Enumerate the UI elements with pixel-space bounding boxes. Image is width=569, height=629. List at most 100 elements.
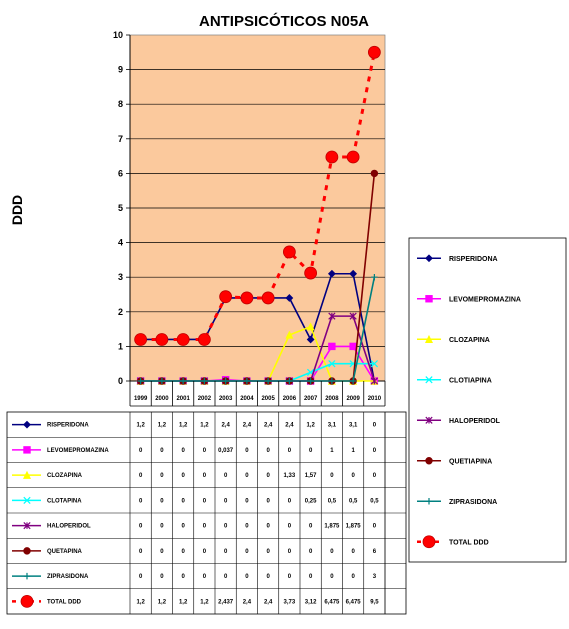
- data-table-cell: 2,4: [221, 423, 230, 429]
- legend-marker: [425, 498, 433, 505]
- data-point: [371, 274, 378, 281]
- data-table-cell: 0: [309, 549, 313, 555]
- series-total-ddd: [134, 45, 381, 346]
- data-point: [306, 335, 315, 344]
- data-table-cell: 0: [245, 574, 249, 580]
- data-table-cell: 0: [181, 448, 185, 454]
- data-table-row-label: TOTAL DDD: [47, 599, 82, 605]
- legend-marker: [425, 295, 433, 303]
- data-table-cell: 0: [224, 574, 228, 580]
- x-tick-label: 2003: [219, 396, 233, 402]
- x-tick-label: 2004: [240, 396, 254, 402]
- data-table-cell: 0: [203, 473, 207, 479]
- data-point: [328, 312, 336, 320]
- data-point: [137, 377, 144, 385]
- y-tick-label: 9: [118, 65, 123, 75]
- legend: RISPERIDONA LEVOMEPROMAZINA CLOZAPINA CLOTI…: [408, 237, 567, 563]
- data-table-cell: 0: [181, 473, 185, 479]
- data-table-cell: 1,875: [346, 524, 362, 530]
- legend-label: CLOZAPINA: [449, 337, 490, 344]
- data-point: [261, 291, 275, 305]
- data-table-cell: 6,475: [346, 599, 362, 605]
- data-table-swatch-marker: [23, 547, 31, 555]
- data-table-cell: 1: [351, 448, 355, 454]
- legend-label: QUETIAPINA: [449, 458, 492, 465]
- data-table-cell: 0: [351, 574, 355, 580]
- legend-label: RISPERIDONA: [449, 256, 498, 263]
- y-tick-label: 5: [118, 203, 123, 213]
- data-point: [367, 45, 381, 59]
- data-table-row-label: ZIPRASIDONA: [47, 574, 89, 580]
- data-point: [282, 245, 296, 259]
- legend-entry: QUETIAPINA: [417, 457, 492, 465]
- data-point: [306, 322, 315, 331]
- data-table-cell: 6,475: [324, 599, 340, 605]
- data-point: [325, 150, 339, 164]
- data-table-cell: 0: [139, 524, 143, 530]
- data-point: [327, 269, 336, 278]
- legend-entry: LEVOMEPROMAZINA: [417, 295, 521, 303]
- legend-label: HALOPERIDOL: [449, 418, 501, 425]
- data-table-cell: 0: [245, 524, 249, 530]
- legend-entry: ZIPRASIDONA: [417, 498, 497, 506]
- data-table-cell: 0: [309, 524, 313, 530]
- x-tick-label: 2000: [155, 396, 169, 402]
- data-point: [328, 342, 336, 351]
- data-table-cell: 0: [266, 549, 270, 555]
- data-table-cell: 0: [266, 473, 270, 479]
- data-table-cell: 3,73: [284, 599, 296, 605]
- data-table-cell: 0: [160, 448, 164, 454]
- legend-marker: [422, 535, 436, 549]
- data-table-cell: 1,57: [305, 473, 317, 479]
- data-table-cell: 0: [181, 498, 185, 504]
- data-table-row-label: CLOTAPINA: [47, 498, 82, 504]
- data-table-cell: 1,2: [179, 423, 188, 429]
- data-table-cell: 0,25: [305, 498, 317, 504]
- data-table-cell: 0: [160, 574, 164, 580]
- data-table-cell: 1,2: [200, 599, 209, 605]
- data-point: [155, 333, 169, 346]
- data-table-cell: 0: [203, 524, 207, 530]
- legend-marker: [424, 334, 434, 343]
- data-table-cell: 0: [203, 498, 207, 504]
- data-point: [264, 377, 272, 385]
- data-point: [328, 377, 336, 385]
- data-table-cell: 3,12: [305, 599, 317, 605]
- legend-entry: RISPERIDONA: [417, 254, 498, 263]
- data-table-cell: 1,2: [306, 423, 315, 429]
- data-table-cell: 2,4: [243, 599, 252, 605]
- data-table-cell: 1,2: [136, 423, 145, 429]
- data-table-cell: 0: [266, 498, 270, 504]
- y-tick-labels: 0 1 2 3 4 5 6 7 8 9 10: [113, 30, 130, 386]
- legend-label: TOTAL DDD: [449, 539, 489, 546]
- data-table-cell: 0: [224, 473, 228, 479]
- x-tick-label: 2009: [346, 396, 360, 402]
- data-table-cell: 0: [288, 448, 292, 454]
- data-point: [346, 150, 360, 164]
- data-table-cell: 1,2: [179, 599, 188, 605]
- legend-entry: CLOTIAPINA: [417, 376, 492, 384]
- data-table-cell: 0: [160, 473, 164, 479]
- data-table-cell: 6: [373, 549, 377, 555]
- data-table-row-label: RISPERIDONA: [47, 423, 89, 429]
- data-table-cell: 3,1: [349, 423, 358, 429]
- data-point: [197, 333, 211, 346]
- data-table-row: CLOTAPINA 0 0 0 0 0 0 0 0 0,25 0,5 0,5 0,5: [12, 496, 379, 504]
- data-table-cell: 1,2: [158, 423, 167, 429]
- x-tick-label: 2010: [368, 396, 382, 402]
- data-table-cell: 0: [288, 549, 292, 555]
- x-tick-label: 2002: [198, 396, 212, 402]
- legend-marker: [425, 376, 433, 384]
- y-tick-label: 3: [118, 272, 123, 282]
- data-table-row-label: CLOZAPINA: [47, 473, 83, 479]
- data-table-row: QUETAPINA 0 0 0 0 0 0 0 0 0 0 0 6: [12, 547, 377, 555]
- data-point: [176, 333, 190, 346]
- data-table-cell: 0: [330, 574, 334, 580]
- x-tick-table: 1999 2000 2001 2002 2003 2004 2005 2006 2007 2008…: [129, 381, 386, 407]
- data-point: [349, 377, 357, 385]
- data-point: [285, 294, 294, 302]
- data-table-cell: 0: [160, 524, 164, 530]
- data-table-cell: 1,2: [136, 599, 145, 605]
- data-table-cell: 0: [203, 448, 207, 454]
